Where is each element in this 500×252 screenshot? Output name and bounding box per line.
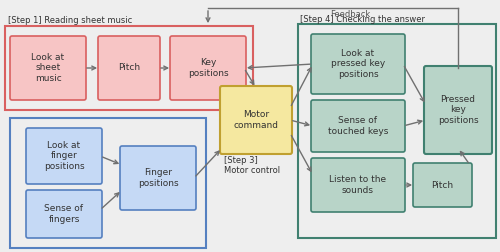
FancyBboxPatch shape <box>424 66 492 154</box>
Text: Pitch: Pitch <box>118 64 140 73</box>
Text: Pitch: Pitch <box>432 180 454 190</box>
FancyBboxPatch shape <box>26 128 102 184</box>
Text: Sense of
touched keys: Sense of touched keys <box>328 116 388 136</box>
Text: [Step 4] Checking the answer: [Step 4] Checking the answer <box>300 15 425 24</box>
Bar <box>5 26 253 110</box>
FancyBboxPatch shape <box>120 146 196 210</box>
FancyBboxPatch shape <box>26 190 102 238</box>
FancyBboxPatch shape <box>98 36 160 100</box>
FancyBboxPatch shape <box>311 34 405 94</box>
Text: [Step 1] Reading sheet music: [Step 1] Reading sheet music <box>8 16 132 25</box>
Text: Finger
positions: Finger positions <box>138 168 178 188</box>
Text: Look at
sheet
music: Look at sheet music <box>32 53 64 83</box>
Text: Look at
finger
positions: Look at finger positions <box>44 141 84 171</box>
Text: [Step 3]
Motor control: [Step 3] Motor control <box>224 156 280 175</box>
Text: Look at
pressed key
positions: Look at pressed key positions <box>331 49 385 79</box>
Text: Motor
command: Motor command <box>234 110 278 130</box>
FancyBboxPatch shape <box>311 100 405 152</box>
Text: Feedback: Feedback <box>330 10 370 19</box>
FancyBboxPatch shape <box>220 86 292 154</box>
FancyBboxPatch shape <box>413 163 472 207</box>
FancyBboxPatch shape <box>170 36 246 100</box>
FancyBboxPatch shape <box>10 36 86 100</box>
Bar <box>10 118 206 248</box>
Text: Listen to the
sounds: Listen to the sounds <box>330 175 386 195</box>
FancyBboxPatch shape <box>311 158 405 212</box>
Text: Sense of
fingers: Sense of fingers <box>44 204 84 224</box>
Text: Key
positions: Key positions <box>188 58 228 78</box>
Bar <box>298 24 496 238</box>
Text: Pressed
key
positions: Pressed key positions <box>438 95 478 125</box>
